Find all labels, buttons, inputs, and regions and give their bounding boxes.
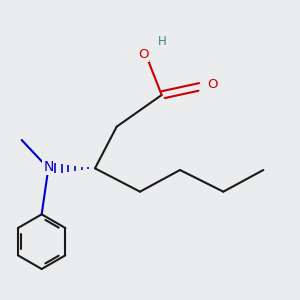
- Text: O: O: [138, 49, 148, 62]
- Text: H: H: [158, 35, 167, 48]
- Text: N: N: [43, 160, 53, 174]
- Text: O: O: [207, 79, 218, 92]
